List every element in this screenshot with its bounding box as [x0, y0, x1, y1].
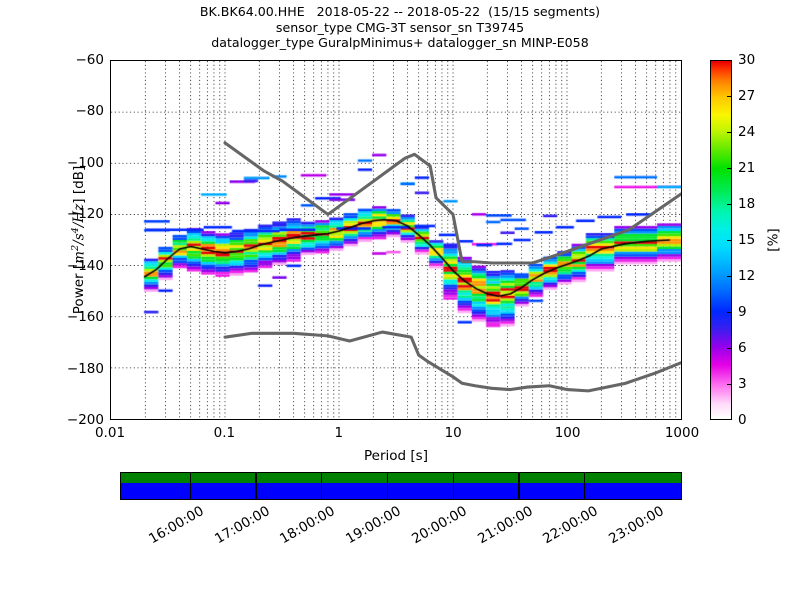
colorbar-tick-label: 30 [738, 52, 756, 68]
x-tick-label: 100 [554, 425, 581, 441]
colorbar-tick-mark [727, 384, 732, 386]
colorbar-tick-mark [727, 204, 732, 206]
y-tick-label: −100 [66, 154, 104, 171]
colorbar-tick-label: 6 [738, 340, 747, 356]
colorbar-tick-mark [727, 312, 732, 314]
y-tick-label: −120 [66, 206, 104, 223]
colorbar-tick-label: 12 [738, 268, 756, 284]
colorbar-tick-label: 21 [738, 160, 756, 176]
y-axis-unit-slash2: / [70, 222, 87, 228]
colorbar-tick-label: 3 [738, 376, 747, 392]
x-tick-label: 10 [444, 425, 462, 441]
timeline-marker [593, 473, 595, 483]
timeline-tick-label: 22:00:00 [540, 503, 602, 548]
x-axis-title: Period [s] [364, 448, 428, 464]
y-tick-label: −160 [66, 309, 104, 326]
x-tick-label: 0.01 [94, 425, 126, 441]
y-axis-unit-denominator: s4 [69, 227, 87, 241]
y-axis-title-prefix: Power [ [70, 263, 87, 315]
timeline-tick-mark [584, 472, 586, 500]
colorbar-tick-label: 0 [738, 412, 747, 428]
title-line-sensor: sensor_type CMG-3T sensor_sn T39745 [275, 19, 525, 35]
ppsd-plot-area [110, 60, 682, 420]
colorbar-tick-label: 15 [738, 232, 756, 248]
timeline-tick-mark [386, 472, 389, 500]
x-tick-label: 0.1 [213, 425, 236, 441]
timeline-tick-mark [452, 472, 454, 500]
noise-model-curves [223, 141, 681, 393]
colorbar-tick-labels: 0 3 6 9 12 15 18 21 24 27 30 [710, 52, 790, 428]
timeline-tick-label: 19:00:00 [343, 503, 404, 548]
y-tick-label: −80 [75, 103, 105, 120]
y-axis-unit-numerator: m2 [69, 244, 87, 264]
timeline-tick-label: 18:00:00 [277, 503, 339, 548]
timeline-tick-mark [189, 472, 191, 500]
colorbar-tick-label: 9 [738, 304, 747, 320]
colorbar-tick-mark [727, 96, 732, 98]
timeline-tick-label: 21:00:00 [474, 503, 536, 548]
x-tick-label: 1 [334, 425, 344, 441]
colorbar-gradient [711, 61, 731, 419]
timeline-gap-bar [121, 483, 681, 499]
y-tick-label: −60 [75, 52, 105, 68]
colorbar-tick-label: 27 [738, 88, 756, 104]
y-axis-title: Power [m2/s4/Hz] [dB] [69, 166, 87, 314]
segment-timeline [120, 472, 682, 500]
timeline-tick-mark [518, 472, 520, 500]
y-tick-label: −140 [66, 257, 104, 274]
ppsd-histogram [111, 61, 681, 419]
colorbar-tick-mark [727, 240, 732, 242]
colorbar-tick-label: 18 [738, 196, 756, 212]
y-axis-unit-hz: Hz [70, 203, 87, 223]
timeline-ticks [120, 472, 682, 500]
timeline-data-bar [121, 473, 681, 483]
timeline-tick-label: 17:00:00 [211, 503, 273, 548]
colorbar-tick-label: 24 [738, 124, 756, 140]
y-tick-labels: −200 −180 −160 −140 −120 −100 −80 −60 [52, 52, 105, 428]
timeline-tick-label: 16:00:00 [146, 503, 207, 548]
title-line-station: BK.BK64.00.HHE 2018-05-22 -- 2018-05-22 … [199, 4, 601, 19]
title-line-datalogger: datalogger_type GuralpMinimus+ datalogge… [211, 35, 589, 50]
figure-title: BK.BK64.00.HHE 2018-05-22 -- 2018-05-22 … [0, 4, 800, 51]
timeline-tick-mark [321, 472, 323, 500]
colorbar-tick-mark [727, 348, 732, 350]
y-tick-label: −200 [66, 412, 104, 428]
timeline-tick-mark [255, 472, 257, 500]
x-tick-label: 1000 [664, 425, 700, 441]
y-axis-unit-slash: / [70, 240, 87, 245]
y-tick-label: −180 [66, 360, 104, 377]
colorbar-tick-mark [727, 276, 732, 278]
colorbar-unit-label: [%] [765, 228, 782, 252]
timeline-tick-label: 20:00:00 [409, 503, 470, 548]
x-tick-labels: 0.01 0.1 1 10 100 1000 [95, 425, 699, 445]
timeline-tick-labels: 16:00:00 17:00:00 18:00:00 19:00:00 20:00:00… [120, 503, 682, 593]
colorbar-tick-mark [727, 132, 732, 134]
y-axis-title-suffix: ] [dB] [70, 165, 87, 204]
timeline-tick-label: 23:00:00 [606, 503, 667, 548]
colorbar-tick-mark [727, 168, 732, 170]
